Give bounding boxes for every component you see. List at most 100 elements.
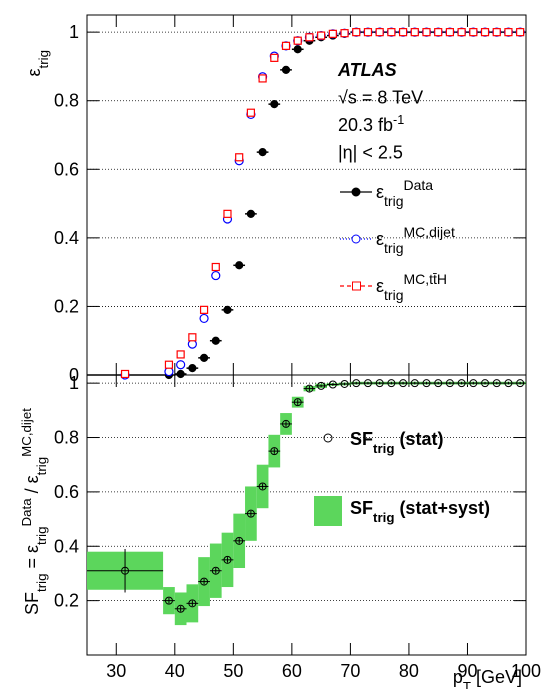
marker bbox=[200, 577, 209, 586]
marker bbox=[211, 270, 221, 281]
legend-label-part: (stat+syst) bbox=[394, 498, 490, 518]
marker bbox=[410, 28, 419, 37]
marker bbox=[281, 65, 291, 74]
marker bbox=[235, 153, 244, 162]
legend-label: SFtrig (stat+syst) bbox=[350, 498, 490, 525]
legend-label-part: MC,tt̄H bbox=[403, 271, 447, 287]
marker bbox=[211, 336, 220, 345]
legend-label-part: SF bbox=[350, 429, 373, 449]
marker bbox=[176, 369, 185, 379]
y-axis-label-part: trig bbox=[34, 574, 49, 592]
marker bbox=[492, 28, 501, 37]
legend-label-part: (stat) bbox=[394, 429, 443, 449]
annotation-part: -1 bbox=[393, 113, 404, 127]
marker bbox=[352, 379, 361, 388]
legend-box bbox=[314, 496, 342, 526]
y-axis-label-part: trig bbox=[34, 457, 49, 475]
marker bbox=[164, 596, 173, 605]
marker bbox=[258, 482, 267, 491]
marker bbox=[199, 313, 209, 324]
marker bbox=[235, 536, 244, 545]
marker bbox=[422, 28, 431, 37]
marker bbox=[293, 398, 302, 407]
marker bbox=[120, 369, 130, 379]
marker bbox=[258, 148, 267, 157]
annotation: |η| < 2.5 bbox=[338, 143, 403, 163]
marker bbox=[398, 28, 408, 37]
legend-marker bbox=[352, 281, 361, 291]
annotation: 20.3 fb-1 bbox=[338, 113, 404, 135]
marker bbox=[317, 31, 326, 40]
annotation-part: √s = 8 TeV bbox=[338, 88, 423, 108]
marker bbox=[363, 379, 372, 388]
marker bbox=[188, 364, 197, 373]
marker bbox=[492, 379, 501, 388]
marker bbox=[445, 379, 454, 388]
marker bbox=[211, 262, 220, 272]
marker bbox=[188, 599, 197, 608]
legend-label-part: Data bbox=[403, 177, 433, 193]
y-axis-label: SFtrig = εtrigData / εtrigMC,dijet bbox=[19, 408, 49, 615]
annotation-part: ATLAS bbox=[337, 60, 397, 80]
marker bbox=[399, 379, 408, 388]
y-axis-label-part: MC,dijet bbox=[19, 408, 34, 457]
legend-label-part: trig bbox=[384, 287, 403, 303]
marker bbox=[199, 305, 209, 314]
marker bbox=[481, 379, 490, 388]
x-tick-label: 70 bbox=[340, 661, 360, 681]
y-axis-label-part: / ε bbox=[22, 475, 42, 498]
y-tick-label: 0.4 bbox=[54, 536, 79, 556]
legend-label-part: trig bbox=[373, 441, 394, 456]
y-tick-label: 0.2 bbox=[54, 296, 79, 316]
marker bbox=[223, 209, 232, 218]
y-axis-label-part: = ε bbox=[22, 545, 42, 574]
marker bbox=[211, 566, 220, 575]
x-axis-label-part: T bbox=[463, 679, 471, 689]
x-axis-label-part: p bbox=[453, 667, 463, 687]
y-tick-label: 0.8 bbox=[54, 428, 79, 448]
legend-label: SFtrig (stat) bbox=[350, 429, 443, 456]
marker bbox=[387, 28, 396, 37]
marker bbox=[469, 379, 478, 388]
y-axis-label: εtrig bbox=[24, 50, 51, 77]
marker bbox=[504, 379, 513, 388]
marker bbox=[410, 379, 419, 388]
legend-marker bbox=[351, 234, 361, 244]
y-tick-label: 1 bbox=[69, 22, 79, 42]
x-axis-label-part: [GeV] bbox=[471, 667, 522, 687]
x-tick-label: 80 bbox=[399, 661, 419, 681]
legend-label-part: MC,dijet bbox=[403, 224, 454, 240]
legend-label-part: ε bbox=[376, 229, 384, 249]
marker bbox=[457, 379, 466, 388]
plot-frame bbox=[86, 374, 527, 656]
marker bbox=[282, 419, 291, 428]
legend-marker bbox=[323, 433, 333, 443]
x-tick-label: 100 bbox=[511, 661, 541, 681]
y-axis-label-part: ε bbox=[24, 68, 44, 76]
marker bbox=[434, 28, 443, 37]
marker bbox=[422, 379, 431, 388]
marker bbox=[328, 380, 337, 389]
y-axis-label-part: trig bbox=[36, 50, 51, 68]
legend-label-part: trig bbox=[373, 510, 394, 525]
y-tick-label: 0.6 bbox=[54, 482, 79, 502]
marker bbox=[469, 28, 478, 37]
marker bbox=[223, 555, 232, 564]
legend-label: εtrigMC,tt̄H bbox=[376, 271, 447, 303]
x-tick-label: 50 bbox=[223, 661, 243, 681]
y-axis-label-part: SF bbox=[22, 592, 42, 615]
annotation-part: |η| < 2.5 bbox=[338, 143, 403, 163]
x-axis-label: pT [GeV] bbox=[453, 667, 522, 689]
marker bbox=[445, 28, 455, 37]
marker bbox=[223, 305, 232, 314]
marker bbox=[293, 36, 302, 45]
marker bbox=[305, 384, 314, 393]
marker bbox=[317, 381, 326, 390]
marker bbox=[246, 108, 255, 117]
marker bbox=[516, 28, 525, 37]
y-tick-label: 0.2 bbox=[54, 591, 79, 611]
marker bbox=[176, 360, 186, 370]
marker bbox=[164, 360, 174, 369]
x-tick-label: 90 bbox=[457, 661, 477, 681]
marker bbox=[434, 379, 443, 388]
